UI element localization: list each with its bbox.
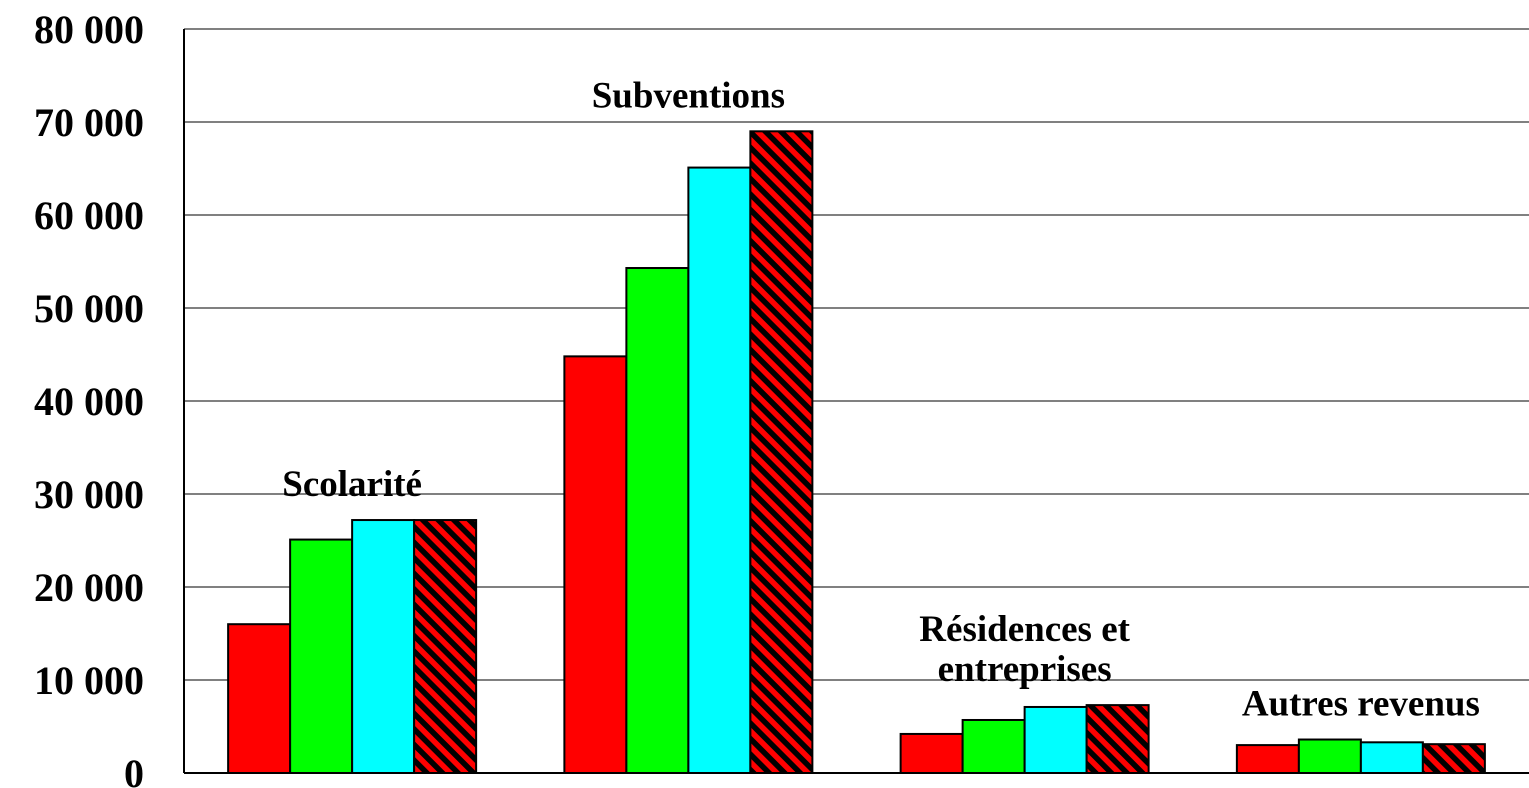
bar-series-1-category-3 [899,732,964,775]
bar-series-2-category-2 [625,267,690,774]
y-tick-label: 30 000 [34,472,144,517]
y-tick-label: 70 000 [34,100,144,145]
category-label: Résidences et [919,609,1130,650]
y-tick-label: 80 000 [34,7,144,52]
y-tick-label: 20 000 [34,565,144,610]
category-label: Scolarité [282,464,422,505]
y-tick-label: 10 000 [34,658,144,703]
bar-series-3-category-2 [687,166,752,774]
y-tick-label: 0 [124,751,144,788]
bar-series-4-category-3 [1085,704,1150,774]
bar-series-3-category-3 [1023,705,1088,774]
category-label: Subventions [592,75,785,116]
category-label: entreprises [938,649,1112,690]
y-tick-label: 60 000 [34,193,144,238]
bar-series-1-category-2 [563,355,628,774]
bar-series-1-category-1 [227,623,292,775]
category-labels: Scolarité Subventions Résidences etentrepr… [282,75,1480,724]
y-tick-label: 50 000 [34,286,144,331]
bar-series-3-category-1 [351,519,416,774]
bar-series-4-category-4 [1421,743,1486,774]
bar-series-4-category-2 [749,130,814,775]
y-axis-tick-labels: 0 10 000 20 000 30 000 40 000 50 000 60 000 70 … [34,7,144,788]
bar-series-2-category-4 [1297,738,1362,775]
bar-series-2-category-3 [961,718,1026,774]
bar-series-3-category-4 [1359,741,1424,774]
category-label: Autres revenus [1242,684,1480,725]
bar-series-1-category-4 [1235,744,1300,774]
y-tick-label: 40 000 [34,379,144,424]
bars [227,130,1486,775]
axes [183,29,1529,774]
bar-series-2-category-1 [289,538,354,774]
bar-series-4-category-1 [413,519,478,774]
